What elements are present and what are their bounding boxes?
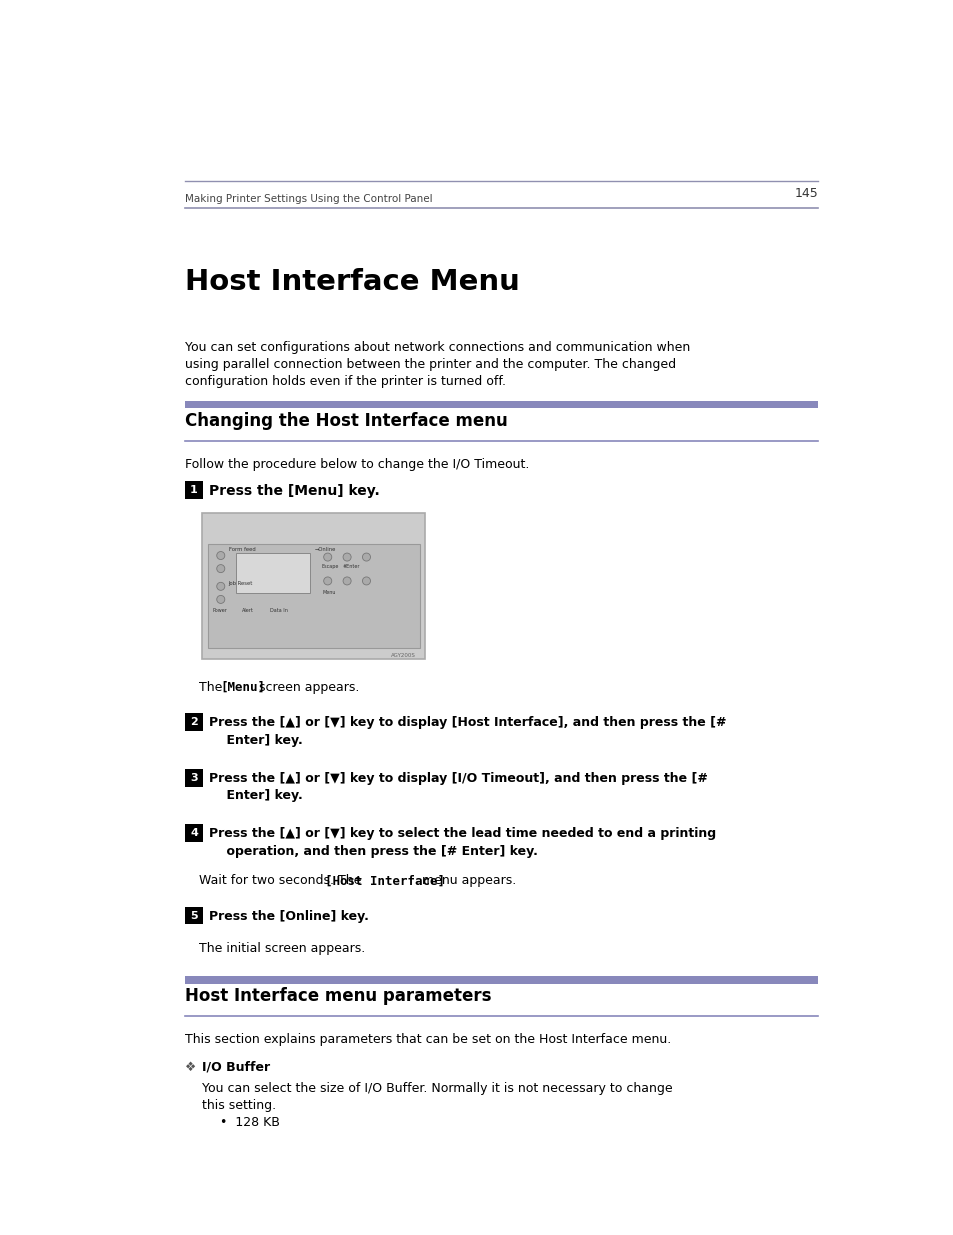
Bar bbox=[185, 976, 818, 983]
Text: 2: 2 bbox=[190, 718, 197, 727]
Circle shape bbox=[343, 553, 351, 561]
Text: The: The bbox=[199, 680, 226, 694]
Text: 4: 4 bbox=[190, 829, 198, 839]
Bar bbox=[185, 714, 203, 731]
Text: Changing the Host Interface menu: Changing the Host Interface menu bbox=[185, 411, 507, 430]
Text: Making Printer Settings Using the Control Panel: Making Printer Settings Using the Contro… bbox=[185, 194, 433, 204]
Bar bbox=[202, 514, 425, 659]
Text: Data In: Data In bbox=[270, 608, 287, 613]
Text: 1: 1 bbox=[190, 484, 197, 495]
Bar bbox=[185, 401, 818, 409]
Text: [Menu]: [Menu] bbox=[220, 680, 266, 694]
Bar bbox=[185, 824, 203, 842]
Text: Press the [▲] or [▼] key to display [I/O Timeout], and then press the [#
    Ent: Press the [▲] or [▼] key to display [I/O… bbox=[209, 772, 707, 803]
Text: I/O Buffer: I/O Buffer bbox=[202, 1061, 270, 1073]
Circle shape bbox=[323, 553, 332, 561]
Text: Host Interface menu parameters: Host Interface menu parameters bbox=[185, 987, 491, 1005]
Circle shape bbox=[323, 577, 332, 585]
Text: You can set configurations about network connections and communication when
usin: You can set configurations about network… bbox=[185, 341, 690, 388]
Text: menu appears.: menu appears. bbox=[417, 874, 516, 887]
Bar bbox=[185, 480, 203, 499]
Text: 3: 3 bbox=[190, 773, 197, 783]
Circle shape bbox=[216, 583, 225, 590]
Text: You can select the size of I/O Buffer. Normally it is not necessary to change
th: You can select the size of I/O Buffer. N… bbox=[202, 1082, 672, 1113]
Circle shape bbox=[216, 595, 225, 604]
Text: Follow the procedure below to change the I/O Timeout.: Follow the procedure below to change the… bbox=[185, 458, 529, 471]
Text: •  128 KB: • 128 KB bbox=[220, 1116, 279, 1129]
Text: Wait for two seconds. The: Wait for two seconds. The bbox=[199, 874, 365, 887]
Bar bbox=[185, 906, 203, 924]
Text: Alert: Alert bbox=[241, 608, 253, 613]
Text: Escape: Escape bbox=[321, 564, 338, 569]
Text: Press the [Menu] key.: Press the [Menu] key. bbox=[209, 484, 379, 498]
Circle shape bbox=[216, 564, 225, 573]
Text: Host Interface Menu: Host Interface Menu bbox=[185, 268, 519, 295]
Text: ❖: ❖ bbox=[185, 1061, 196, 1073]
Text: AGY200S: AGY200S bbox=[391, 653, 416, 658]
Text: Form feed: Form feed bbox=[229, 547, 255, 552]
Text: →Online: →Online bbox=[314, 547, 335, 552]
Text: 145: 145 bbox=[794, 186, 818, 200]
Circle shape bbox=[216, 552, 225, 559]
Circle shape bbox=[343, 577, 351, 585]
Text: [Host Interface]: [Host Interface] bbox=[324, 874, 444, 887]
Text: This section explains parameters that can be set on the Host Interface menu.: This section explains parameters that ca… bbox=[185, 1032, 671, 1046]
Text: 5: 5 bbox=[190, 910, 197, 920]
Text: Press the [▲] or [▼] key to display [Host Interface], and then press the [#
    : Press the [▲] or [▼] key to display [Hos… bbox=[209, 716, 726, 747]
Text: Menu: Menu bbox=[322, 590, 335, 595]
Bar bbox=[235, 553, 310, 593]
Bar bbox=[185, 769, 203, 787]
Circle shape bbox=[362, 553, 370, 561]
Text: The initial screen appears.: The initial screen appears. bbox=[199, 942, 365, 955]
Text: Press the [Online] key.: Press the [Online] key. bbox=[209, 910, 369, 923]
Text: Press the [▲] or [▼] key to select the lead time needed to end a printing
    op: Press the [▲] or [▼] key to select the l… bbox=[209, 827, 716, 858]
Text: screen appears.: screen appears. bbox=[254, 680, 359, 694]
Circle shape bbox=[362, 577, 370, 585]
Text: Job Reset: Job Reset bbox=[229, 580, 253, 585]
Text: Power: Power bbox=[212, 608, 227, 613]
Text: #Enter: #Enter bbox=[342, 564, 359, 569]
Bar bbox=[208, 543, 419, 648]
